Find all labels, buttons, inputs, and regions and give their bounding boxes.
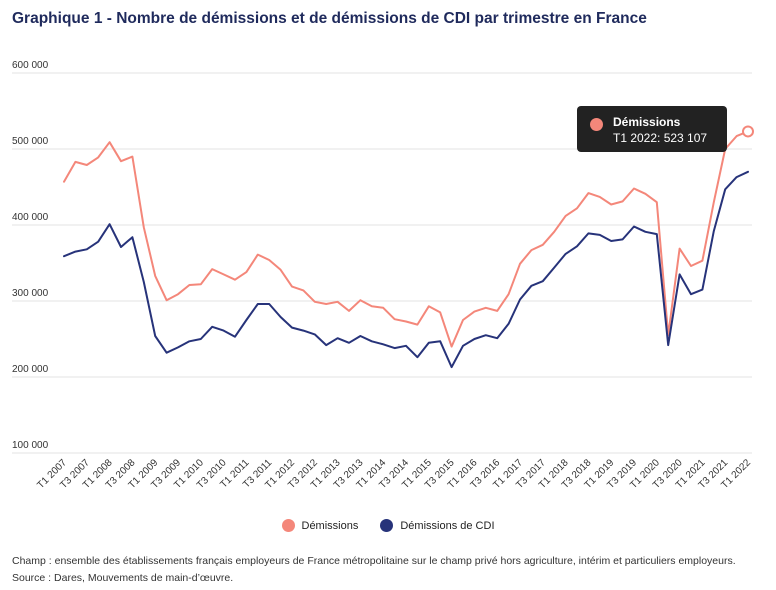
y-tick-label: 500 000 <box>12 136 49 147</box>
series-lines <box>63 130 749 369</box>
legend-item-demissions-cdi[interactable]: Démissions de CDI <box>380 519 495 532</box>
tooltip-series-name: Démissions <box>613 115 681 129</box>
footnote-source: Source : Dares, Mouvements de main-d’œuv… <box>12 572 234 584</box>
legend-label-demissions: Démissions <box>301 519 359 532</box>
y-tick-label: 100 000 <box>12 440 49 451</box>
legend-item-demissions[interactable]: Démissions <box>281 519 359 532</box>
tooltip-series-dot <box>590 118 603 131</box>
legend-dot-demissions <box>281 519 295 532</box>
y-tick-label: 600 000 <box>12 60 49 71</box>
legend-label-demissions-cdi: Démissions de CDI <box>400 519 495 532</box>
legend: Démissions Démissions de CDI <box>0 519 776 532</box>
tooltip: Démissions T1 2022: 523 107 <box>577 106 727 152</box>
y-tick-label: 300 000 <box>12 288 49 299</box>
hover-point[interactable] <box>742 125 754 138</box>
hover-marker <box>742 125 754 138</box>
line-chart: 100 000 200 000 300 000 400 000 500 000 600 0… <box>12 60 754 491</box>
y-tick-label: 400 000 <box>12 212 49 223</box>
footnote-champ: Champ : ensemble des établissements fran… <box>12 555 736 567</box>
series-line-demissions-cdi[interactable] <box>63 170 749 369</box>
tooltip-value: T1 2022: 523 107 <box>613 131 708 145</box>
chart-title: Graphique 1 - Nombre de démissions et de… <box>12 10 647 27</box>
legend-dot-demissions-cdi <box>380 519 394 532</box>
footnotes: Champ : ensemble des établissements fran… <box>12 553 736 587</box>
y-tick-label: 200 000 <box>12 364 49 375</box>
y-axis-ticks: 100 000 200 000 300 000 400 000 500 000 600 0… <box>12 60 49 451</box>
series-line-demissions[interactable] <box>63 130 749 348</box>
